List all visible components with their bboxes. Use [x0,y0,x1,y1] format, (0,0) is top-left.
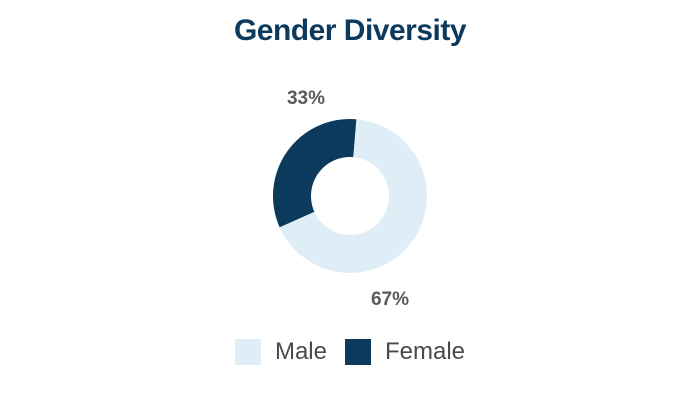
legend-item-female: Female [345,338,465,366]
legend-swatch-male [234,339,261,365]
legend-label-male: Male [274,338,327,365]
chart-legend: Male Female [0,338,700,366]
donut-slice-female [273,119,357,228]
data-label-female: 33% [287,88,325,109]
donut-slice-male [279,119,427,273]
chart-title: Gender Diversity [233,14,467,47]
legend-label-female: Female [385,338,466,365]
legend-item-male: Male [234,338,327,366]
legend-swatch-female [345,339,371,365]
data-label-male: 67% [371,289,409,310]
